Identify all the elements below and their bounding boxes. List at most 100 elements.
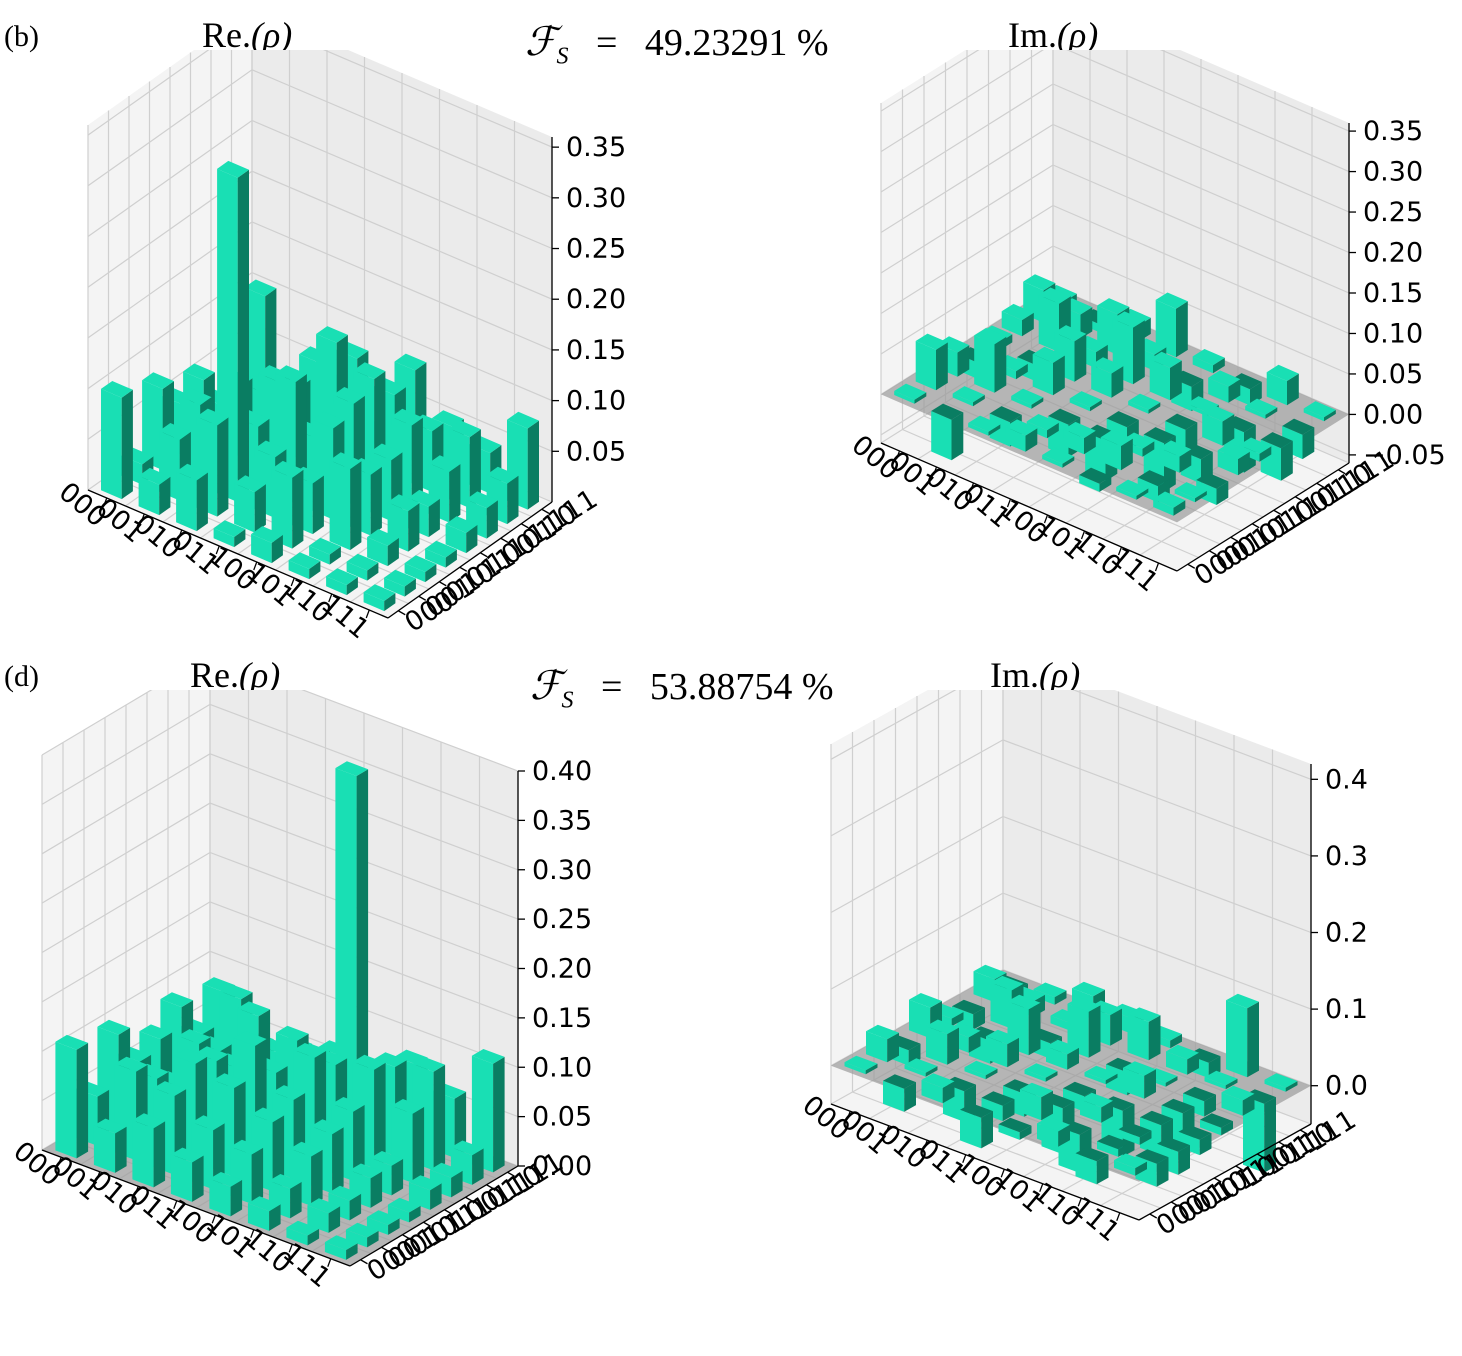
bar-110-110 [1245, 398, 1278, 419]
bar-side-face [1054, 990, 1067, 1005]
z-tick-label: 0.30 [1363, 157, 1423, 188]
bar-top-face [1135, 1149, 1169, 1164]
z-tick-label: 0.3 [1325, 841, 1368, 872]
bar-top-face [1032, 346, 1065, 363]
bar-top-face [367, 529, 399, 546]
bar-front-face [926, 1026, 948, 1065]
bar-101-001 [309, 537, 341, 565]
bar-top-face [373, 1052, 407, 1067]
bar-110-000 [1075, 1146, 1109, 1185]
bar-side-face [430, 1183, 442, 1210]
bar-side-face [1090, 399, 1102, 412]
bar-top-face [1114, 1153, 1147, 1169]
bar-top-face [244, 279, 277, 297]
bar-side-face [254, 484, 266, 533]
bar-110-001 [346, 553, 379, 581]
bar-top-face [349, 1163, 383, 1179]
bar-side-face [1187, 1052, 1199, 1075]
bar-front-face [1128, 401, 1149, 414]
bar-top-face [289, 1141, 323, 1157]
bar-top-face [960, 1103, 993, 1118]
bar-top-face [1075, 1146, 1109, 1162]
bar-side-face [237, 169, 249, 503]
bar-100-000 [209, 1172, 243, 1217]
bar-side-face [312, 475, 324, 535]
bar-side-face [1088, 1005, 1101, 1058]
bar-front-face [251, 534, 272, 564]
bar-top-face [370, 1151, 404, 1166]
bar-side-face [311, 1149, 323, 1206]
bar-front-face [964, 1067, 986, 1080]
bar-100-000 [998, 1117, 1032, 1140]
bar-110-000 [286, 1220, 320, 1246]
bar-top-face [1137, 470, 1170, 487]
z-tick-label: 0.20 [566, 284, 626, 315]
bar-001-010 [974, 328, 1007, 393]
bar-front-face [404, 563, 426, 583]
chart-title-b-real: Re.(ρ) [202, 14, 292, 56]
bar-110-010 [367, 529, 399, 567]
z-tick-label: 0.40 [532, 756, 592, 787]
bar-top-face [974, 328, 1007, 345]
bar-top-face [1122, 432, 1155, 449]
bar-front-face [309, 545, 330, 565]
bar-top-face [1033, 982, 1067, 998]
bar-side-face [404, 578, 416, 597]
bar-front-face [247, 1203, 270, 1231]
bar-top-face [450, 1140, 484, 1156]
bar-front-face [866, 1031, 888, 1063]
bar-111-011 [1217, 442, 1250, 476]
bar-top-face [1178, 1125, 1212, 1140]
bar-000-000 [101, 381, 133, 500]
bar-011-011 [1024, 1063, 1058, 1082]
bar-front-face [1192, 356, 1213, 374]
bar-top-face [1143, 427, 1176, 444]
bars [844, 964, 1298, 1187]
bar-front-face [1079, 475, 1100, 492]
bar-front-face [986, 1036, 1008, 1068]
bar-front-face [93, 1125, 116, 1173]
bar-side-face [272, 1115, 285, 1192]
bar-side-face [942, 1081, 955, 1104]
bar-front-face [1245, 406, 1266, 419]
bar-top-face [345, 1222, 379, 1238]
bar-side-face [1259, 446, 1272, 462]
bar-side-face [1225, 1078, 1238, 1090]
bar-top-face [428, 455, 461, 472]
bar-front-face [1091, 364, 1112, 398]
z-tick-label: 0.05 [1363, 359, 1423, 390]
bar-top-face [1266, 364, 1299, 381]
bar-top-face [1264, 1073, 1298, 1088]
bar-front-face [1202, 412, 1223, 446]
bar-front-face [1149, 359, 1170, 401]
bar-100-001 [271, 460, 304, 549]
title-text: Im. [1008, 15, 1057, 55]
bar-100-111 [1192, 349, 1225, 374]
bar-top-face [1208, 370, 1241, 387]
bar-top-face [1091, 357, 1124, 374]
bar-top-face [952, 999, 985, 1015]
bar-100-000 [251, 526, 283, 564]
bar-front-face [324, 1242, 347, 1260]
bar-top-face [324, 1235, 358, 1250]
z-tick-label: 0.35 [1363, 116, 1423, 147]
bar-top-face [213, 520, 246, 537]
bar-side-face [1287, 373, 1299, 406]
bar-front-face [1024, 1069, 1046, 1082]
bar-110-001 [307, 1198, 341, 1233]
bar-top-face [153, 1081, 187, 1096]
bar-111-000 [1114, 1153, 1147, 1176]
bars [894, 274, 1336, 516]
bar-front-face [1204, 1077, 1226, 1090]
bar-front-face [1183, 1093, 1205, 1117]
bar-side-face [387, 537, 399, 567]
title-text: Im. [990, 655, 1039, 695]
bar-top-face [894, 383, 927, 400]
bar-top-face [335, 761, 369, 776]
bar-side-face [1099, 476, 1112, 492]
bar-side-face [1084, 430, 1096, 455]
bar-front-face [1020, 1089, 1042, 1121]
z-tick-label: 0.15 [566, 335, 626, 366]
bar-011-100 [1091, 357, 1124, 398]
bar-top-face [1023, 274, 1056, 291]
